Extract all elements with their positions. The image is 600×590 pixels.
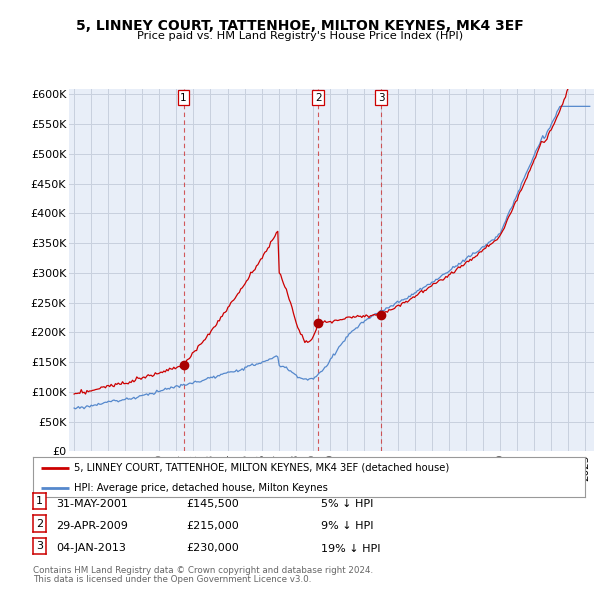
Text: £215,000: £215,000 — [186, 521, 239, 531]
Text: 5, LINNEY COURT, TATTENHOE, MILTON KEYNES, MK4 3EF: 5, LINNEY COURT, TATTENHOE, MILTON KEYNE… — [76, 19, 524, 33]
Text: 19% ↓ HPI: 19% ↓ HPI — [321, 543, 380, 553]
Text: 29-APR-2009: 29-APR-2009 — [56, 521, 128, 531]
Text: 5, LINNEY COURT, TATTENHOE, MILTON KEYNES, MK4 3EF (detached house): 5, LINNEY COURT, TATTENHOE, MILTON KEYNE… — [74, 463, 449, 473]
Text: 1: 1 — [180, 93, 187, 103]
Text: 3: 3 — [36, 541, 43, 551]
Text: 2: 2 — [315, 93, 322, 103]
Text: 04-JAN-2013: 04-JAN-2013 — [56, 543, 125, 553]
Text: £230,000: £230,000 — [186, 543, 239, 553]
Text: £145,500: £145,500 — [186, 499, 239, 509]
Text: 3: 3 — [378, 93, 385, 103]
Text: Contains HM Land Registry data © Crown copyright and database right 2024.: Contains HM Land Registry data © Crown c… — [33, 566, 373, 575]
Text: Price paid vs. HM Land Registry's House Price Index (HPI): Price paid vs. HM Land Registry's House … — [137, 31, 463, 41]
Text: 31-MAY-2001: 31-MAY-2001 — [56, 499, 128, 509]
Text: 1: 1 — [36, 496, 43, 506]
Text: 2: 2 — [36, 519, 43, 529]
Text: 5% ↓ HPI: 5% ↓ HPI — [321, 499, 373, 509]
Text: This data is licensed under the Open Government Licence v3.0.: This data is licensed under the Open Gov… — [33, 575, 311, 584]
Text: 9% ↓ HPI: 9% ↓ HPI — [321, 521, 373, 531]
Text: HPI: Average price, detached house, Milton Keynes: HPI: Average price, detached house, Milt… — [74, 483, 328, 493]
